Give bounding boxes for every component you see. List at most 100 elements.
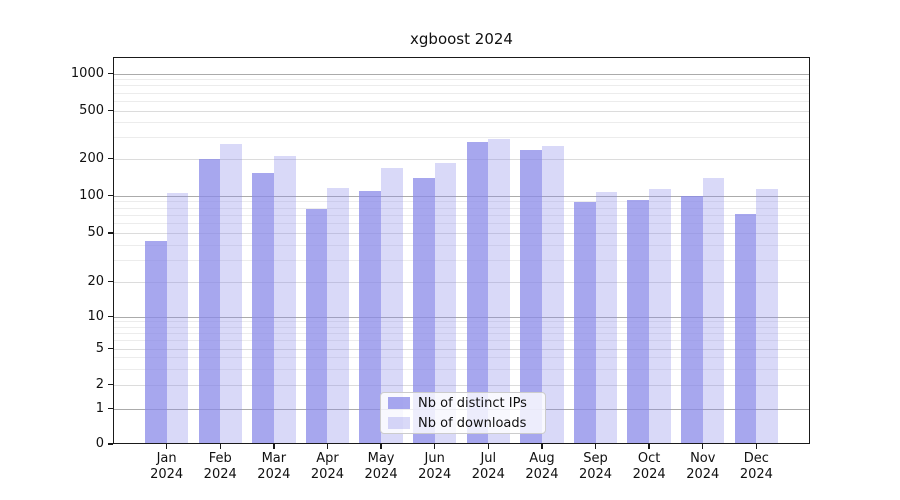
x-tick-label: May 2024 <box>364 451 398 482</box>
grid-line <box>113 281 810 283</box>
x-tick-label: Dec 2024 <box>739 451 773 482</box>
bar-downloads <box>273 155 296 444</box>
x-tick-mark <box>702 444 704 449</box>
x-tick-label: Apr 2024 <box>310 451 344 482</box>
y-tick-label: 5 <box>95 340 104 356</box>
x-tick-label: Jun 2024 <box>418 451 452 482</box>
legend-item-downloads: Nb of downloads <box>381 415 545 431</box>
y-tick-label: 200 <box>79 150 104 166</box>
chart-title: xgboost 2024 <box>410 30 513 48</box>
grid-line-minor <box>113 368 810 370</box>
bar-downloads <box>327 187 350 444</box>
y-tick-mark <box>108 347 113 350</box>
bar-downloads <box>541 145 564 444</box>
legend: Nb of distinct IPs Nb of downloads <box>380 392 546 434</box>
grid-line-minor <box>113 223 810 225</box>
grid-line-minor <box>113 214 810 216</box>
plot-area <box>113 57 810 444</box>
grid-line-minor <box>113 137 810 139</box>
x-tick-mark <box>326 444 329 449</box>
y-tick-mark <box>108 157 113 160</box>
legend-label: Nb of distinct IPs <box>418 395 527 411</box>
x-tick-label: Mar 2024 <box>257 451 291 482</box>
y-tick-label: 10 <box>87 308 104 324</box>
x-tick-label: Sep 2024 <box>578 451 613 482</box>
grid-line-minor <box>113 332 810 334</box>
x-tick-label: Oct 2024 <box>632 451 666 482</box>
bar-downloads <box>595 192 618 444</box>
y-tick-mark <box>108 315 113 318</box>
x-tick-mark <box>433 444 436 449</box>
x-tick-mark <box>594 444 597 449</box>
x-tick-label: Jan 2024 <box>150 451 184 482</box>
bar-distinct-ips <box>305 208 328 444</box>
grid-line <box>113 316 810 318</box>
grid-line-minor <box>113 321 810 323</box>
grid-line-minor <box>113 260 810 262</box>
x-tick-label: Aug 2024 <box>525 451 559 482</box>
y-tick-mark <box>108 280 113 283</box>
grid-line-minor <box>113 201 810 203</box>
grid-line <box>113 348 810 350</box>
y-tick-label: 20 <box>87 273 104 289</box>
x-tick-mark <box>755 444 758 449</box>
x-tick-mark <box>219 444 221 449</box>
grid-line-minor <box>113 340 810 342</box>
bar-distinct-ips <box>734 214 757 444</box>
y-tick-mark <box>108 443 113 445</box>
y-tick-label: 1 <box>95 400 104 416</box>
grid-line <box>113 384 810 386</box>
grid-line <box>113 233 810 234</box>
grid-line-minor <box>113 244 810 246</box>
bar-distinct-ips <box>252 172 274 444</box>
y-tick-label: 500 <box>79 102 104 118</box>
x-tick-mark <box>541 444 543 449</box>
x-tick-mark <box>273 444 275 449</box>
bar-distinct-ips <box>412 178 435 444</box>
bar-downloads <box>756 188 779 444</box>
bar-downloads <box>702 177 725 444</box>
grid-line-minor <box>113 85 810 87</box>
y-tick-mark <box>108 109 113 112</box>
bar-distinct-ips <box>681 195 703 444</box>
x-tick-label: Nov 2024 <box>686 451 720 482</box>
legend-swatch-downloads <box>388 417 410 429</box>
grid-line <box>113 73 810 75</box>
bar-downloads <box>434 163 457 444</box>
bar-distinct-ips <box>573 201 596 444</box>
y-tick-mark <box>108 232 113 234</box>
legend-label: Nb of downloads <box>418 415 527 431</box>
y-tick-label: 2 <box>95 376 104 392</box>
bar-distinct-ips <box>466 141 489 444</box>
grid-line-minor <box>113 357 810 359</box>
bar-distinct-ips <box>359 191 382 444</box>
x-tick-label: Feb 2024 <box>203 451 237 482</box>
grid-line-minor <box>113 100 810 102</box>
grid-line <box>113 158 810 160</box>
x-tick-mark <box>487 444 489 449</box>
grid-line <box>113 195 810 197</box>
bar-downloads <box>220 144 242 444</box>
x-tick-mark <box>380 444 382 449</box>
bar-distinct-ips <box>144 240 167 444</box>
y-tick-label: 100 <box>79 187 104 203</box>
y-tick-mark <box>108 383 113 386</box>
y-tick-label: 1000 <box>70 65 104 81</box>
y-tick-mark <box>108 407 113 410</box>
y-tick-label: 50 <box>87 225 104 240</box>
legend-item-distinct-ips: Nb of distinct IPs <box>381 395 545 411</box>
bar-downloads <box>381 167 403 444</box>
x-tick-mark <box>165 444 168 449</box>
legend-swatch-distinct-ips <box>388 397 410 409</box>
grid-line-minor <box>113 92 810 94</box>
bar-downloads <box>649 189 671 444</box>
bar-distinct-ips <box>520 150 542 444</box>
bar-distinct-ips <box>198 159 221 444</box>
x-tick-label: Jul 2024 <box>471 451 505 482</box>
y-tick-label: 0 <box>95 436 104 451</box>
bar-distinct-ips <box>627 200 650 444</box>
grid-line-minor <box>113 79 810 81</box>
bar-downloads <box>166 192 189 444</box>
x-tick-mark <box>648 444 650 449</box>
y-tick-mark <box>108 194 113 197</box>
